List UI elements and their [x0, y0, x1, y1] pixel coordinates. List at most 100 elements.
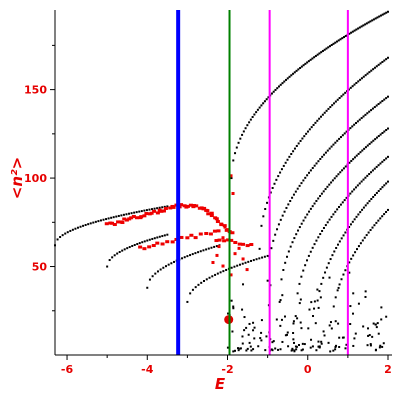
black-point [348, 161, 351, 164]
red-point [222, 239, 227, 243]
black-point [210, 246, 213, 249]
black-point [381, 186, 384, 189]
black-point [312, 123, 315, 126]
black-point [280, 318, 283, 321]
red-point [214, 239, 219, 243]
black-point [383, 130, 386, 133]
black-point [283, 210, 286, 213]
black-point [295, 348, 298, 351]
black-point [324, 271, 327, 274]
red-point [230, 231, 235, 235]
black-point [350, 257, 353, 260]
red-point [217, 245, 221, 249]
black-point [243, 329, 246, 332]
black-point [158, 206, 161, 209]
black-point [191, 253, 194, 256]
black-point [357, 302, 360, 305]
red-point [229, 238, 234, 242]
black-point [266, 254, 269, 257]
black-point [298, 184, 301, 187]
red-point [124, 218, 129, 222]
black-point [364, 146, 367, 149]
black-point [383, 98, 386, 101]
black-point [215, 245, 218, 248]
black-point [359, 151, 362, 154]
black-point [385, 315, 388, 318]
black-point [288, 155, 291, 158]
black-point [300, 349, 303, 352]
red-point [202, 206, 207, 210]
black-point [314, 54, 317, 57]
black-point [353, 188, 356, 191]
black-point [334, 346, 337, 349]
black-point [374, 138, 377, 141]
black-point [264, 208, 267, 211]
black-point [255, 111, 258, 114]
black-point [349, 86, 352, 89]
black-point [320, 282, 323, 285]
black-point [285, 78, 288, 81]
black-point [352, 254, 355, 257]
black-point [348, 261, 351, 264]
black-point [307, 254, 310, 257]
black-point [328, 276, 331, 279]
black-point [365, 22, 368, 25]
black-point [352, 292, 355, 295]
black-point [252, 348, 255, 351]
red-point [212, 229, 217, 233]
black-point [280, 278, 283, 281]
black-point [285, 333, 288, 336]
black-point [342, 234, 345, 237]
black-point [302, 219, 305, 222]
black-point [359, 242, 362, 245]
black-point [326, 185, 329, 188]
black-point [372, 195, 375, 198]
black-point [385, 97, 388, 100]
black-point [321, 49, 324, 52]
black-point [250, 349, 253, 352]
black-point [324, 151, 327, 154]
black-point [329, 321, 332, 324]
red-point [215, 253, 219, 257]
red-point [226, 238, 231, 242]
red-point [229, 174, 233, 178]
black-point [133, 211, 136, 214]
black-point [379, 101, 382, 104]
black-point [375, 326, 378, 329]
black-point [310, 338, 313, 341]
black-point [308, 308, 311, 311]
black-point [317, 160, 320, 163]
red-point [189, 233, 194, 237]
black-point [273, 182, 276, 185]
black-point [357, 213, 360, 216]
black-point [166, 233, 169, 236]
black-point [247, 333, 250, 336]
black-point [275, 318, 278, 321]
black-point [283, 315, 286, 318]
black-point [252, 321, 255, 324]
black-point [251, 116, 254, 119]
black-point [258, 106, 261, 109]
black-point [200, 281, 203, 284]
black-point [377, 189, 380, 192]
black-point [336, 40, 339, 43]
black-point [326, 221, 329, 224]
black-point [364, 295, 367, 298]
black-point [59, 236, 62, 239]
black-point [378, 15, 381, 18]
black-point [154, 272, 157, 275]
black-point [372, 18, 375, 21]
black-point [275, 178, 278, 181]
black-point [159, 268, 162, 271]
black-point [241, 335, 244, 338]
black-point [263, 255, 266, 258]
black-point [340, 237, 343, 240]
black-point [360, 25, 363, 28]
black-point [333, 250, 336, 253]
black-point [368, 142, 371, 145]
black-point [135, 211, 138, 214]
black-point [343, 36, 346, 39]
black-point [366, 112, 369, 115]
black-point [310, 126, 313, 129]
